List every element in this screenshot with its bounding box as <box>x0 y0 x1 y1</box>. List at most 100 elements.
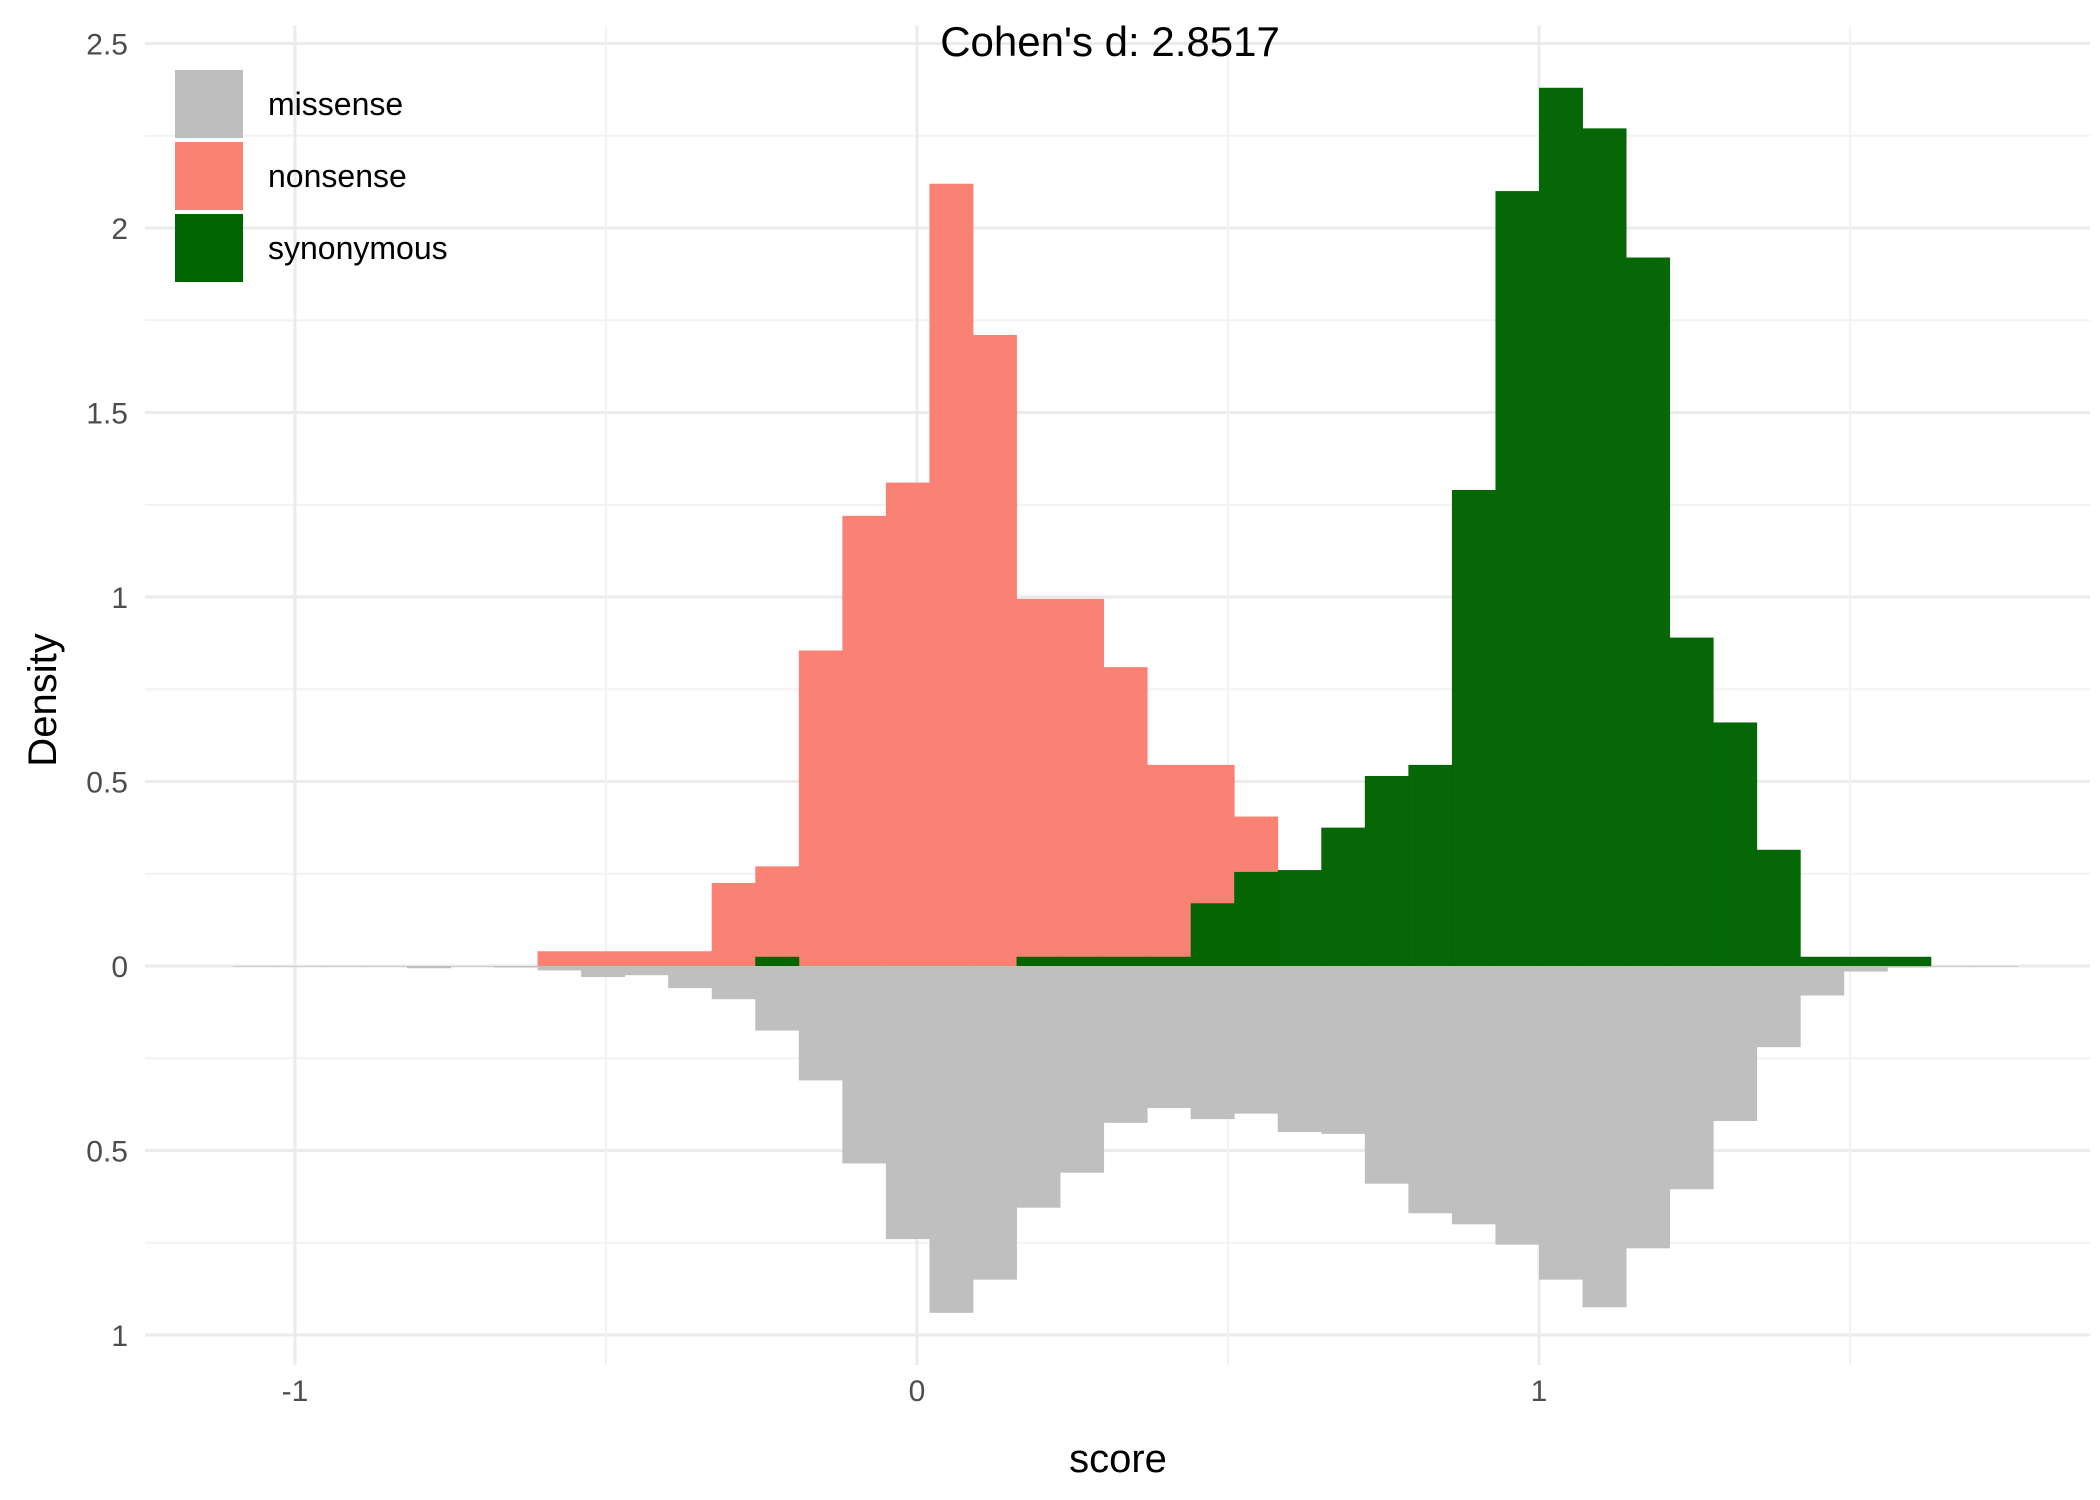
legend-label-nonsense: nonsense <box>268 158 407 194</box>
synonymous-bar <box>1713 722 1758 966</box>
missense-bar <box>581 966 626 978</box>
synonymous-bar <box>1800 956 1845 966</box>
missense-bar <box>1103 966 1148 1123</box>
nonsense-bar <box>885 482 930 966</box>
y-tick-label: 1 <box>111 1320 128 1353</box>
missense-bar <box>929 966 974 1313</box>
synonymous-bar <box>1887 956 1932 966</box>
missense-bar <box>798 966 843 1081</box>
synonymous-bar <box>1495 191 1540 967</box>
synonymous-bar <box>755 956 800 966</box>
missense-bar <box>1756 966 1801 1048</box>
legend: missense nonsense synonymous <box>175 70 448 282</box>
nonsense-bars <box>537 183 1279 967</box>
missense-bar <box>1843 966 1888 972</box>
chart-title: Cohen's d: 2.8517 <box>940 18 1280 65</box>
nonsense-bar <box>798 650 843 966</box>
missense-bar <box>711 966 756 1000</box>
nonsense-bar <box>1016 598 1061 966</box>
missense-bar <box>1974 966 2019 967</box>
missense-bar <box>668 966 713 989</box>
legend-label-synonymous: synonymous <box>268 230 448 266</box>
legend-label-missense: missense <box>268 86 403 122</box>
missense-bar <box>1451 966 1496 1225</box>
x-axis-tick-labels: -1 0 1 <box>282 1375 1548 1408</box>
synonymous-bar <box>1321 827 1366 966</box>
missense-bar <box>406 966 451 969</box>
synonymous-bar <box>1451 489 1496 966</box>
y-axis-title: Density <box>21 633 65 766</box>
missense-bar <box>276 966 321 967</box>
missense-bar <box>842 966 887 1164</box>
missense-bar <box>1800 966 1845 996</box>
x-tick-label: 0 <box>909 1375 926 1408</box>
nonsense-bar <box>1103 667 1148 966</box>
y-tick-label: 0 <box>111 951 128 984</box>
synonymous-bars <box>755 87 1932 967</box>
missense-bar <box>1147 966 1192 1109</box>
missense-bar <box>1582 966 1627 1308</box>
missense-bars <box>232 966 2019 1313</box>
synonymous-bar <box>1408 764 1453 966</box>
legend-swatch-nonsense <box>175 142 243 210</box>
missense-bar <box>450 966 495 967</box>
missense-bar <box>755 966 800 1031</box>
nonsense-bar <box>537 951 582 966</box>
synonymous-bar <box>1060 956 1105 966</box>
synonymous-bar <box>1539 87 1583 966</box>
missense-bar <box>624 966 669 976</box>
x-tick-label: 1 <box>1531 1375 1548 1408</box>
missense-bar <box>1364 966 1409 1184</box>
nonsense-bar <box>755 866 800 966</box>
synonymous-bar <box>1234 871 1279 966</box>
missense-bar <box>232 966 277 967</box>
synonymous-bar <box>1843 956 1888 966</box>
missense-bar <box>885 966 930 1240</box>
missense-bar <box>1016 966 1061 1208</box>
synonymous-bar <box>1190 903 1235 966</box>
missense-bar <box>1495 966 1540 1245</box>
synonymous-bar <box>1277 870 1322 966</box>
missense-bar <box>494 966 539 968</box>
missense-bar <box>363 966 408 967</box>
nonsense-bar <box>972 335 1017 966</box>
nonsense-bar <box>1060 598 1105 966</box>
synonymous-bar <box>1364 775 1409 966</box>
nonsense-bar <box>842 515 887 966</box>
missense-bar <box>1277 966 1322 1133</box>
synonymous-bar <box>1669 637 1714 966</box>
missense-bar <box>1190 966 1235 1120</box>
nonsense-bar <box>668 951 713 966</box>
y-tick-label: 1.5 <box>86 398 128 431</box>
nonsense-bar <box>1147 764 1192 966</box>
y-tick-label: 1 <box>111 582 128 615</box>
nonsense-bar <box>581 951 626 966</box>
y-axis-tick-labels: 0 0.5 1 1.5 2 2.5 0.5 1 <box>86 29 128 1354</box>
missense-bar <box>1408 966 1453 1214</box>
y-tick-label: 2.5 <box>86 29 128 62</box>
missense-bar <box>1713 966 1758 1121</box>
nonsense-bar <box>711 882 756 966</box>
missense-bar <box>1930 966 1975 967</box>
nonsense-bar <box>929 183 974 967</box>
y-tick-label: 0.5 <box>86 767 128 800</box>
missense-bar <box>1234 966 1279 1114</box>
missense-bar <box>1626 966 1671 1249</box>
legend-swatch-synonymous <box>175 214 243 282</box>
synonymous-bar <box>1626 257 1671 966</box>
synonymous-bar <box>1103 956 1148 966</box>
synonymous-bar <box>1016 956 1061 966</box>
y-tick-label: 2 <box>111 213 128 246</box>
synonymous-bar <box>1582 128 1627 966</box>
synonymous-bar <box>1756 849 1801 966</box>
x-tick-label: -1 <box>282 1375 309 1408</box>
missense-bar <box>1887 966 1932 968</box>
missense-bar <box>537 966 582 971</box>
synonymous-bar <box>1147 956 1192 966</box>
legend-swatch-missense <box>175 70 243 138</box>
y-tick-label: 0.5 <box>86 1136 128 1169</box>
nonsense-bar <box>624 951 669 966</box>
missense-bar <box>1539 966 1583 1280</box>
missense-bar <box>972 966 1017 1280</box>
